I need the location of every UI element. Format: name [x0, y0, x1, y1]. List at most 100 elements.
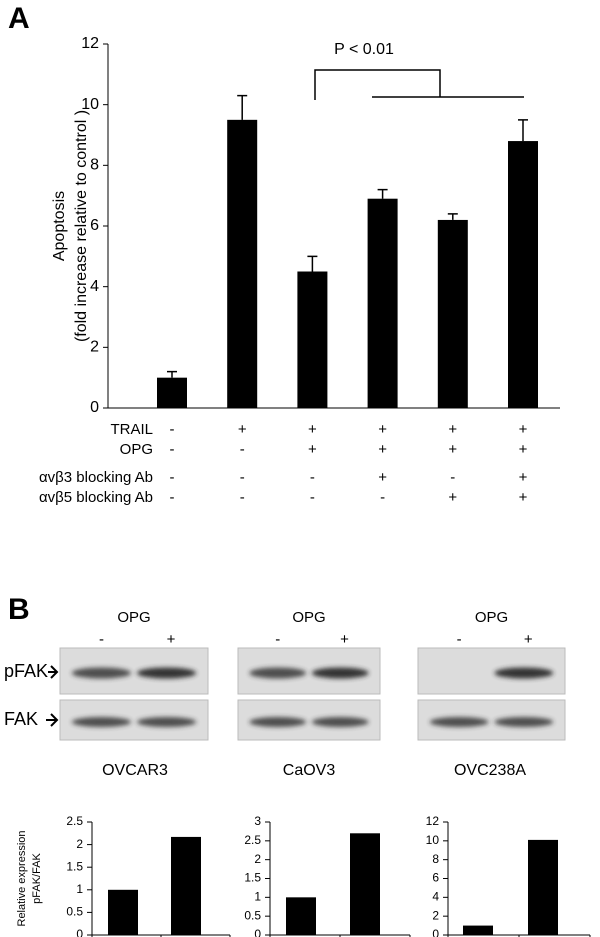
y-tick-label: 1	[254, 890, 261, 904]
bar	[437, 219, 468, 408]
blot-header: OPG	[475, 609, 508, 626]
bar	[463, 925, 493, 935]
blot-band	[429, 717, 489, 727]
blot-band	[136, 667, 197, 679]
blot-band	[311, 667, 369, 679]
y-tick-label: 6	[90, 217, 99, 234]
y-tick-label: 8	[432, 852, 439, 866]
condition-label: TRAIL	[110, 421, 153, 438]
condition-label: αvβ5 blocking Ab	[39, 489, 153, 506]
bar	[508, 141, 538, 409]
y-tick-label: 1.5	[66, 859, 83, 873]
lane-label: -	[275, 631, 280, 648]
y-tick-label: 2	[254, 852, 261, 866]
y-tick-label: 12	[426, 814, 440, 828]
condition-sign: -	[170, 441, 175, 458]
blot-band	[71, 667, 132, 679]
condition-sign: -	[450, 469, 455, 486]
condition-sign: -	[240, 441, 245, 458]
bar	[350, 833, 380, 935]
blot-band	[311, 717, 369, 727]
bar	[108, 889, 138, 935]
blot-band	[136, 717, 197, 727]
y-tick-label: 1.5	[244, 871, 261, 885]
blot-band	[494, 717, 554, 727]
y-tick-label: 0	[76, 927, 83, 937]
condition-sign: +	[448, 441, 457, 458]
y-tick-label: 0	[254, 927, 261, 937]
lane-label: +	[167, 631, 176, 648]
blot-row-label: pFAK	[4, 661, 48, 681]
y-tick-label: 0.5	[244, 908, 261, 922]
y-tick-label: 12	[81, 35, 99, 52]
bar	[171, 836, 201, 935]
condition-sign: +	[519, 441, 528, 458]
error-bar	[167, 370, 177, 378]
cell-line-label: OVC238A	[454, 762, 526, 779]
y-tick-label: 0	[90, 399, 99, 416]
arrow	[48, 665, 59, 679]
y-tick-label: 8	[90, 157, 99, 174]
bar	[528, 839, 558, 935]
condition-sign: +	[519, 421, 528, 438]
condition-sign: +	[519, 489, 528, 506]
y-tick-label: 0.5	[66, 905, 83, 919]
y-tick-label: 1	[76, 882, 83, 896]
condition-sign: -	[170, 489, 175, 506]
panel-label: B	[8, 593, 30, 626]
bar	[157, 377, 187, 408]
error-bar	[377, 188, 388, 199]
blot-header: OPG	[117, 609, 150, 626]
lane-label: +	[524, 631, 533, 648]
blot-band	[71, 717, 132, 727]
lane-label: +	[340, 631, 349, 648]
condition-sign: +	[519, 469, 528, 486]
condition-label: αvβ3 blocking Ab	[39, 469, 153, 486]
condition-sign: -	[310, 469, 315, 486]
blot-band	[494, 667, 554, 679]
y-tick-label: 0	[432, 927, 439, 937]
y-axis-label: Relative expression	[16, 831, 28, 927]
condition-sign: +	[238, 421, 247, 438]
condition-sign: -	[310, 489, 315, 506]
condition-sign: +	[308, 421, 317, 438]
bar	[297, 271, 328, 408]
y-tick-label: 2	[76, 837, 83, 851]
y-tick-label: 6	[432, 871, 439, 885]
error-bar	[447, 213, 458, 220]
condition-sign: +	[378, 421, 387, 438]
y-tick-label: 10	[81, 96, 99, 113]
bar	[367, 198, 398, 408]
blot-row-label: FAK	[4, 709, 38, 729]
error-bar	[237, 94, 248, 120]
lane-label: -	[457, 631, 462, 648]
cell-line-label: OVCAR3	[102, 762, 168, 779]
y-tick-label: 4	[432, 890, 439, 904]
y-axis-label: Apoptosis	[51, 191, 68, 261]
cell-line-label: CaOV3	[283, 762, 336, 779]
panel-label: A	[8, 2, 30, 35]
y-tick-label: 4	[90, 278, 99, 295]
condition-sign: +	[448, 421, 457, 438]
condition-sign: -	[170, 469, 175, 486]
bar	[227, 119, 258, 408]
y-axis-label: (fold increase relative to control )	[73, 110, 90, 342]
y-axis-label: pFAK/FAK	[31, 852, 43, 903]
significance-bracket	[314, 69, 524, 100]
y-tick-label: 3	[254, 814, 261, 828]
condition-sign: +	[448, 489, 457, 506]
y-tick-label: 2.5	[244, 833, 261, 847]
y-tick-label: 10	[426, 833, 440, 847]
error-bar	[518, 119, 528, 142]
blot-band	[249, 717, 307, 727]
condition-label: OPG	[120, 441, 153, 458]
error-bar	[307, 255, 318, 272]
condition-sign: -	[170, 421, 175, 438]
condition-sign: -	[240, 489, 245, 506]
bar	[286, 897, 316, 935]
lane-label: -	[99, 631, 104, 648]
condition-sign: -	[380, 489, 385, 506]
condition-sign: +	[378, 469, 387, 486]
significance-label: P < 0.01	[334, 41, 394, 58]
